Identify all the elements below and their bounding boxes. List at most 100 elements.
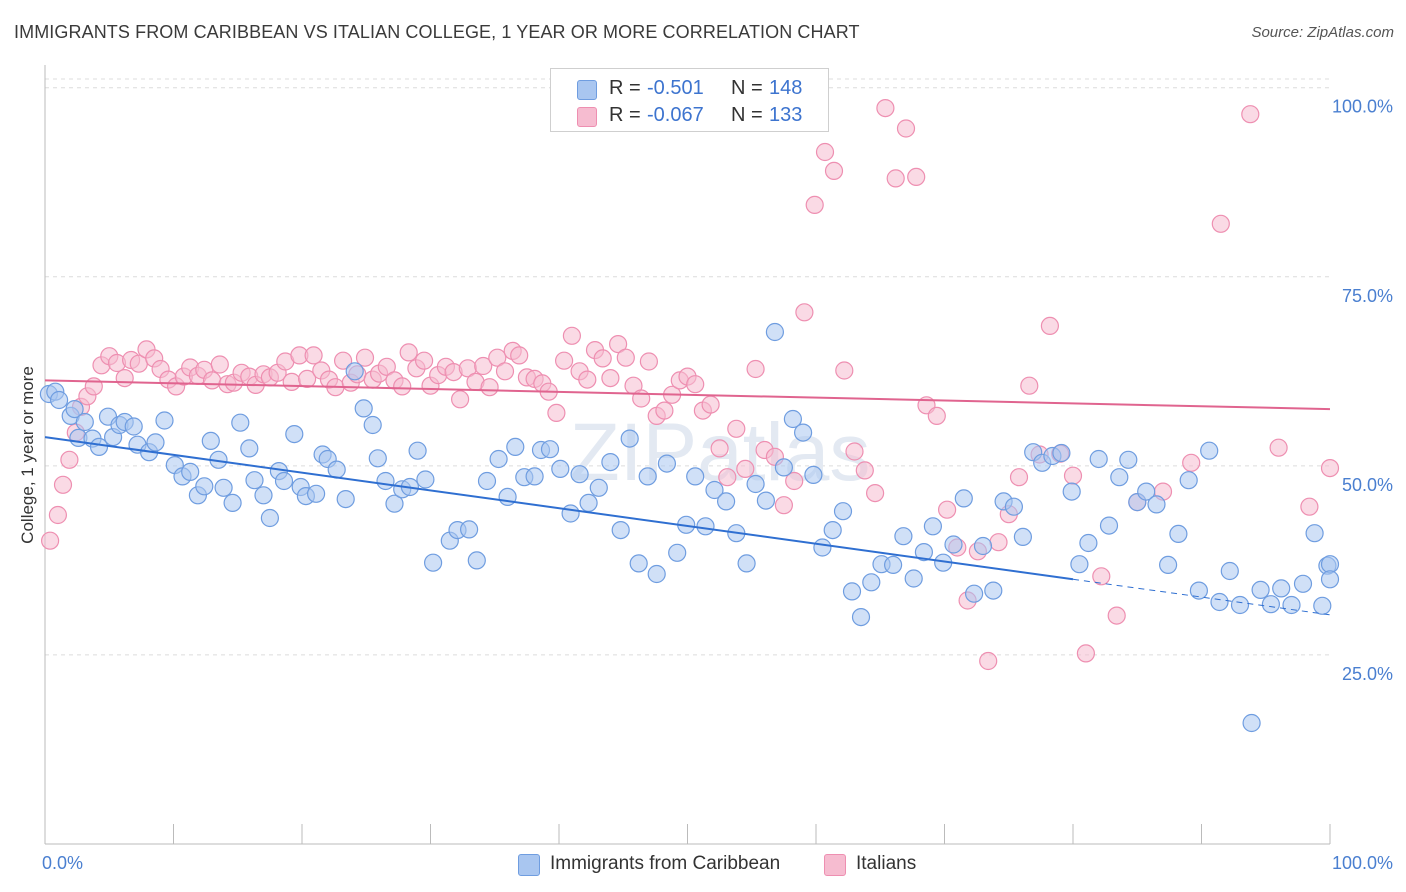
legend-r-value: -0.501 bbox=[647, 77, 704, 99]
data-point bbox=[89, 437, 109, 456]
data-point bbox=[1079, 533, 1098, 553]
trend-line-caribbean bbox=[44, 436, 1074, 581]
data-point bbox=[282, 372, 301, 391]
data-point bbox=[1040, 316, 1060, 335]
data-point bbox=[746, 359, 765, 379]
data-point bbox=[632, 389, 651, 408]
data-point bbox=[203, 371, 222, 390]
y-tick-label: 75.0% bbox=[1342, 286, 1393, 306]
data-point bbox=[1070, 555, 1089, 574]
data-point bbox=[1320, 459, 1340, 478]
data-point bbox=[1013, 527, 1033, 547]
data-point bbox=[862, 573, 881, 592]
data-point bbox=[601, 369, 620, 388]
data-point bbox=[1182, 453, 1201, 472]
data-point bbox=[1062, 482, 1081, 501]
data-point bbox=[336, 490, 355, 509]
x-tick-label: 0.0% bbox=[42, 853, 83, 873]
data-point bbox=[1189, 581, 1209, 600]
data-point bbox=[638, 467, 657, 486]
data-point bbox=[327, 460, 346, 479]
data-point bbox=[578, 370, 597, 389]
data-point bbox=[629, 554, 648, 573]
data-point bbox=[467, 551, 486, 570]
series-legend: Immigrants from Caribbean Italians bbox=[0, 852, 1406, 878]
data-point bbox=[48, 505, 68, 525]
legend-swatch-italians bbox=[824, 854, 846, 876]
data-point bbox=[547, 403, 566, 422]
data-point bbox=[345, 362, 364, 381]
data-point bbox=[774, 496, 794, 515]
legend-label-italians: Italians bbox=[856, 853, 917, 874]
data-point bbox=[1004, 497, 1024, 516]
data-point bbox=[254, 486, 273, 505]
data-point bbox=[525, 467, 544, 486]
legend-r-value: -0.067 bbox=[647, 104, 704, 126]
data-point bbox=[876, 98, 895, 118]
data-point bbox=[245, 471, 264, 490]
data-point bbox=[1300, 497, 1319, 516]
data-point bbox=[285, 425, 304, 444]
data-point bbox=[824, 161, 844, 180]
data-point bbox=[579, 493, 598, 512]
data-point bbox=[1089, 449, 1108, 469]
axes bbox=[44, 65, 1331, 845]
data-point bbox=[639, 352, 659, 371]
data-point bbox=[1107, 606, 1126, 625]
data-point bbox=[210, 355, 229, 374]
data-point bbox=[1211, 214, 1230, 233]
data-point bbox=[1313, 596, 1332, 615]
data-point bbox=[783, 409, 803, 429]
data-point bbox=[424, 553, 443, 572]
data-point bbox=[65, 400, 84, 419]
data-point bbox=[1230, 595, 1250, 615]
data-point bbox=[833, 502, 853, 521]
data-point bbox=[460, 520, 479, 539]
data-point bbox=[716, 492, 736, 511]
data-point bbox=[647, 564, 666, 584]
data-point bbox=[989, 533, 1008, 552]
data-point bbox=[737, 554, 756, 573]
data-point bbox=[907, 167, 926, 186]
data-point bbox=[842, 582, 862, 601]
data-point bbox=[1282, 595, 1301, 615]
data-point bbox=[1251, 580, 1270, 600]
data-point bbox=[1269, 438, 1288, 457]
data-point bbox=[701, 395, 720, 414]
data-point bbox=[904, 569, 923, 588]
data-point bbox=[416, 470, 435, 489]
data-point bbox=[489, 449, 508, 469]
data-point bbox=[298, 369, 317, 388]
data-point bbox=[601, 453, 620, 472]
data-point bbox=[488, 348, 507, 367]
data-point bbox=[705, 480, 724, 500]
data-point bbox=[75, 412, 94, 432]
legend-swatch-caribbean bbox=[577, 80, 597, 100]
data-point bbox=[736, 459, 755, 478]
tick-labels: 25.0% 50.0% 75.0% 100.0% 0.0% 100.0% bbox=[42, 97, 1393, 873]
data-point bbox=[231, 413, 250, 432]
y-tick-label: 25.0% bbox=[1342, 664, 1393, 684]
data-point bbox=[408, 441, 427, 460]
data-point bbox=[415, 351, 434, 370]
data-point bbox=[554, 351, 574, 370]
legend-row-italians: R = -0.067 N = 133 bbox=[551, 101, 828, 129]
data-point bbox=[115, 369, 134, 388]
data-point bbox=[785, 471, 804, 491]
data-point bbox=[923, 517, 943, 536]
data-point bbox=[1052, 443, 1071, 463]
data-point bbox=[124, 417, 143, 436]
data-point bbox=[823, 520, 842, 540]
data-point bbox=[1169, 524, 1188, 544]
data-point bbox=[551, 459, 570, 478]
data-point bbox=[657, 454, 677, 473]
source-credit: Source: ZipAtlas.com bbox=[1251, 24, 1394, 41]
data-point bbox=[944, 535, 963, 554]
data-point bbox=[805, 195, 824, 214]
data-point bbox=[655, 401, 674, 420]
data-point bbox=[354, 399, 373, 418]
data-point bbox=[334, 351, 353, 370]
data-point bbox=[593, 349, 612, 368]
data-point bbox=[377, 357, 396, 376]
data-point bbox=[181, 462, 200, 481]
